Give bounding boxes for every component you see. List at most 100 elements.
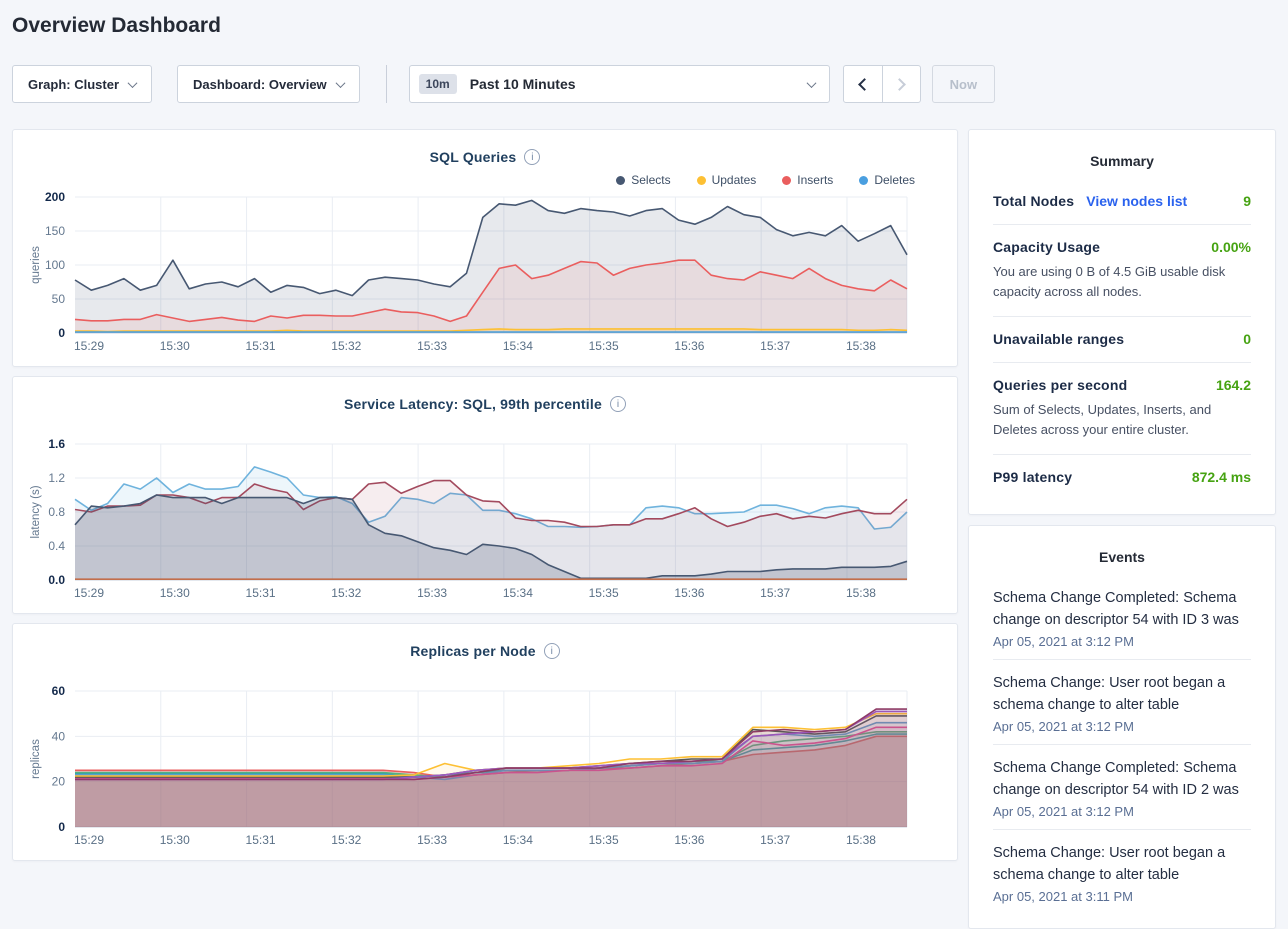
chart-title: Replicas per Node (410, 643, 536, 659)
summary-panel: Summary Total Nodes View nodes list 9 Ca… (968, 129, 1276, 515)
svg-text:15:31: 15:31 (246, 833, 276, 847)
svg-text:15:38: 15:38 (846, 339, 876, 353)
summary-value: 0.00% (1211, 239, 1251, 255)
event-item: Schema Change: User root began a schema … (993, 829, 1251, 914)
chevron-down-icon (127, 77, 138, 88)
summary-value: 872.4 ms (1191, 469, 1251, 485)
dashboard-label: Dashboard: Overview (193, 76, 327, 92)
svg-text:15:37: 15:37 (760, 833, 790, 847)
event-message: Schema Change: User root began a schema … (993, 675, 1226, 713)
graph-scope-label: Graph: Cluster (28, 76, 120, 92)
view-nodes-list-link[interactable]: View nodes list (1086, 193, 1188, 209)
dashboard-dropdown[interactable]: Dashboard: Overview (177, 65, 360, 103)
event-timestamp: Apr 05, 2021 at 3:12 PM (993, 804, 1134, 819)
svg-text:200: 200 (45, 191, 65, 204)
svg-text:15:35: 15:35 (589, 586, 619, 600)
svg-text:40: 40 (52, 729, 66, 743)
event-item: Schema Change Completed: Schema change o… (993, 575, 1251, 659)
svg-text:15:33: 15:33 (417, 339, 447, 353)
toolbar: Graph: Cluster Dashboard: Overview 10m P… (12, 65, 1276, 103)
charts-column: SQL Queries i Selects Updates Inserts Delet… (12, 129, 958, 870)
summary-label: Queries per second (993, 377, 1128, 393)
svg-text:15:34: 15:34 (503, 586, 533, 600)
next-range-button[interactable] (881, 66, 920, 102)
svg-text:15:29: 15:29 (74, 833, 104, 847)
summary-label: Total Nodes (993, 193, 1075, 209)
chart-title: SQL Queries (429, 149, 517, 165)
toolbar-divider (385, 65, 387, 103)
events-list: Schema Change Completed: Schema change o… (993, 575, 1251, 914)
prev-range-button[interactable] (844, 66, 882, 102)
svg-text:15:34: 15:34 (503, 833, 533, 847)
info-icon[interactable]: i (524, 149, 541, 165)
chart-legend: Selects Updates Inserts Deletes (13, 169, 957, 191)
svg-text:15:35: 15:35 (589, 339, 619, 353)
svg-text:15:33: 15:33 (417, 833, 447, 847)
svg-text:15:30: 15:30 (160, 833, 190, 847)
svg-text:1.6: 1.6 (48, 438, 65, 451)
summary-row-queries-per-second: Queries per second 164.2 Sum of Selects,… (993, 362, 1251, 454)
svg-text:15:37: 15:37 (760, 339, 790, 353)
svg-text:latency (s): latency (s) (30, 485, 42, 538)
svg-text:15:36: 15:36 (674, 833, 704, 847)
event-item: Schema Change: User root began a schema … (993, 659, 1251, 744)
svg-text:15:29: 15:29 (74, 586, 104, 600)
chart-canvas[interactable]: 15:29 15:30 15:31 15:32 15:33 15:34 15:35 15:36… (13, 684, 957, 853)
svg-text:0.0: 0.0 (48, 573, 65, 587)
chart-legend (13, 663, 957, 685)
event-message: Schema Change: User root began a schema … (993, 845, 1226, 883)
chart-header: Replicas per Node i (13, 639, 957, 663)
summary-label: Capacity Usage (993, 239, 1101, 255)
summary-description: Sum of Selects, Updates, Inserts, and De… (993, 402, 1212, 437)
chart-panel-service-latency: Service Latency: SQL, 99th percentile i … (12, 376, 958, 614)
event-timestamp: Apr 05, 2021 at 3:12 PM (993, 719, 1134, 734)
svg-text:15:33: 15:33 (417, 586, 447, 600)
time-range-picker[interactable]: 10m Past 10 Minutes (408, 65, 830, 103)
content: SQL Queries i Selects Updates Inserts Delet… (12, 129, 1276, 929)
summary-value: 9 (1243, 193, 1251, 209)
chart-area: 15:29 15:30 15:31 15:32 15:33 15:34 15:35 15:36… (13, 190, 957, 361)
chart-title: Service Latency: SQL, 99th percentile (344, 396, 602, 412)
svg-text:50: 50 (52, 292, 66, 306)
now-button[interactable]: Now (931, 65, 996, 103)
summary-row-unavailable-ranges: Unavailable ranges 0 (993, 316, 1251, 362)
event-timestamp: Apr 05, 2021 at 3:11 PM (993, 889, 1133, 904)
svg-text:0: 0 (58, 326, 65, 340)
summary-description: You are using 0 B of 4.5 GiB usable disk… (993, 264, 1226, 299)
chart-legend (13, 416, 957, 438)
svg-text:replicas: replicas (30, 739, 42, 779)
summary-row-total-nodes: Total Nodes View nodes list 9 (993, 179, 1251, 224)
svg-text:60: 60 (52, 685, 66, 698)
svg-text:15:38: 15:38 (846, 586, 876, 600)
svg-text:15:34: 15:34 (503, 339, 533, 353)
info-icon[interactable]: i (609, 396, 626, 412)
chart-canvas[interactable]: 15:29 15:30 15:31 15:32 15:33 15:34 15:35 15:36… (13, 190, 957, 359)
events-title: Events (1099, 549, 1145, 565)
summary-row-p99-latency: P99 latency 872.4 ms (993, 454, 1251, 500)
svg-text:15:31: 15:31 (246, 586, 276, 600)
event-message: Schema Change Completed: Schema change o… (993, 760, 1239, 798)
svg-text:0.8: 0.8 (48, 505, 65, 519)
summary-label: Unavailable ranges (993, 331, 1125, 347)
info-icon[interactable]: i (543, 643, 560, 659)
time-nav-group (842, 65, 921, 103)
chart-area: 15:29 15:30 15:31 15:32 15:33 15:34 15:35 15:36… (13, 437, 957, 608)
graph-scope-dropdown[interactable]: Graph: Cluster (12, 65, 153, 103)
chart-canvas[interactable]: 15:29 15:30 15:31 15:32 15:33 15:34 15:35 15:36… (13, 437, 957, 606)
chart-panel-sql-queries: SQL Queries i Selects Updates Inserts Delet… (12, 129, 958, 367)
chart-header: Service Latency: SQL, 99th percentile i (13, 392, 957, 416)
svg-text:150: 150 (45, 224, 65, 238)
svg-text:15:35: 15:35 (589, 833, 619, 847)
chevron-right-icon (892, 77, 906, 91)
event-item: Schema Change Completed: Schema change o… (993, 744, 1251, 829)
legend-item: Inserts (782, 173, 833, 187)
event-timestamp: Apr 05, 2021 at 3:12 PM (993, 634, 1134, 649)
legend-dot-icon (696, 175, 706, 185)
legend-dot-icon (616, 175, 626, 185)
svg-text:15:38: 15:38 (846, 833, 876, 847)
summary-label: P99 latency (993, 469, 1073, 485)
sidebar-column: Summary Total Nodes View nodes list 9 Ca… (968, 129, 1276, 929)
svg-text:1.2: 1.2 (48, 471, 65, 485)
chart-area: 15:29 15:30 15:31 15:32 15:33 15:34 15:35 15:36… (13, 684, 957, 855)
